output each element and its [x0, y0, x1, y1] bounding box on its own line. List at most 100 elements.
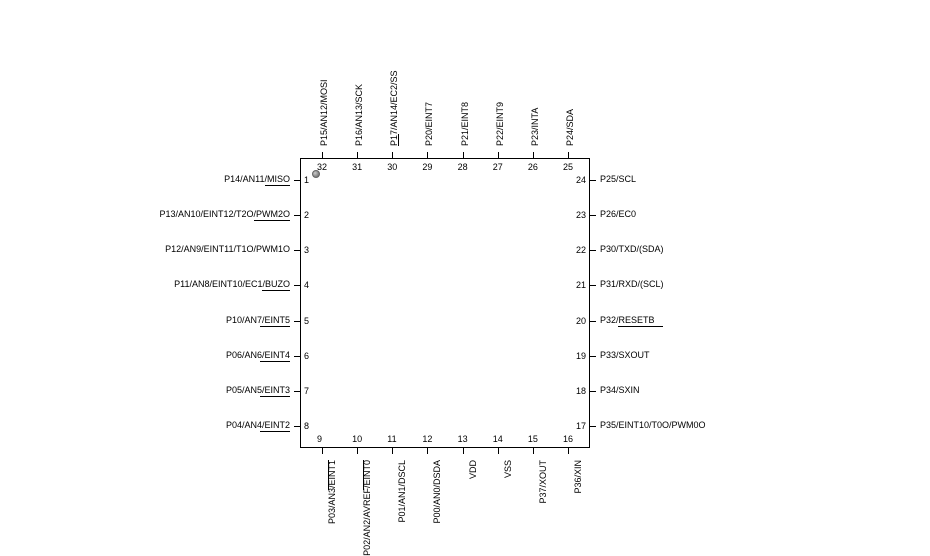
pin-number: 2	[304, 210, 309, 220]
signal-bar	[260, 396, 290, 397]
pin-number: 25	[563, 162, 573, 172]
pin-tick	[294, 285, 300, 286]
pin-label: P32/RESETB	[600, 315, 655, 325]
pin-number: 14	[493, 434, 503, 444]
pin-tick	[294, 250, 300, 251]
pin-label: P34/SXIN	[600, 385, 640, 395]
signal-bar	[363, 460, 364, 490]
pin-number: 16	[563, 434, 573, 444]
pin-tick	[590, 250, 596, 251]
pin-number: 10	[352, 434, 362, 444]
pin-number: 19	[576, 351, 586, 361]
pin-label: P14/AN11/MISO	[224, 174, 290, 184]
pin-label: P06/AN6/EINT4	[226, 350, 290, 360]
pin-number: 9	[317, 434, 322, 444]
signal-bar	[262, 290, 290, 291]
pin-label: P11/AN8/EINT10/EC1/BUZO	[174, 279, 290, 289]
pin-number: 3	[304, 245, 309, 255]
signal-bar	[328, 460, 329, 490]
signal-bar	[398, 134, 399, 146]
pin-label: P21/EINT8	[460, 102, 470, 146]
pin-tick	[427, 448, 428, 454]
pin-number: 7	[304, 386, 309, 396]
pin-tick	[392, 152, 393, 158]
pin-number: 32	[317, 162, 327, 172]
pin-label: P35/EINT10/T0O/PWM0O	[600, 420, 706, 430]
pin-tick	[590, 391, 596, 392]
pin-label: P33/SXOUT	[600, 350, 650, 360]
pin-tick	[294, 426, 300, 427]
pin-tick	[590, 285, 596, 286]
signal-bar	[260, 326, 290, 327]
pin-label: P04/AN4/EINT2	[226, 420, 290, 430]
pin-tick	[533, 448, 534, 454]
pin-tick	[498, 152, 499, 158]
pin-label: P25/SCL	[600, 174, 636, 184]
pin-tick	[322, 448, 323, 454]
pin-label: P05/AN5/EINT3	[226, 385, 290, 395]
pin-label: VSS	[503, 460, 513, 478]
pin-tick	[590, 321, 596, 322]
pin-label: P16/AN13/SCK	[354, 84, 364, 146]
signal-bar	[254, 220, 290, 221]
pin-label: P24/SDA	[565, 109, 575, 146]
pin-number: 26	[528, 162, 538, 172]
pin-tick	[294, 180, 300, 181]
signal-bar	[265, 185, 290, 186]
pin-number: 1	[304, 175, 309, 185]
pin-label: P30/TXD/(SDA)	[600, 244, 664, 254]
signal-bar	[260, 361, 290, 362]
chip-outline	[300, 158, 590, 448]
pin-number: 8	[304, 421, 309, 431]
pin-tick	[533, 152, 534, 158]
pin-number: 20	[576, 316, 586, 326]
pin-tick	[294, 356, 300, 357]
pin-tick	[568, 448, 569, 454]
pin-label: P13/AN10/EINT12/T2O/PWM2O	[159, 209, 290, 219]
pin-tick	[463, 448, 464, 454]
pin-label: P20/EINT7	[424, 102, 434, 146]
pin-tick	[590, 180, 596, 181]
pin-tick	[590, 356, 596, 357]
pin-label: P23/INTA	[530, 108, 540, 146]
pin-tick	[392, 448, 393, 454]
pin-number: 11	[387, 434, 396, 444]
pin-label: VDD	[468, 460, 478, 479]
pin-number: 27	[493, 162, 503, 172]
pin-tick	[357, 448, 358, 454]
pin-number: 6	[304, 351, 309, 361]
pin-tick	[590, 426, 596, 427]
pin-tick	[294, 321, 300, 322]
pin-number: 24	[576, 175, 586, 185]
pin-label: P15/AN12/MOSI	[319, 79, 329, 146]
pin-label: P22/EINT9	[495, 102, 505, 146]
pin-number: 13	[458, 434, 468, 444]
pin-label: P01/AN1/DSCL	[397, 460, 407, 523]
pin-number: 28	[458, 162, 468, 172]
signal-bar	[618, 326, 663, 327]
pin-label: P00/AN0/DSDA	[432, 460, 442, 524]
pin-label: P12/AN9/EINT11/T1O/PWM1O	[165, 244, 290, 254]
pin-number: 5	[304, 316, 309, 326]
pin-label: P37/XOUT	[538, 460, 548, 504]
pin-label: P36/XIN	[573, 460, 583, 494]
pin-tick	[322, 152, 323, 158]
pin-tick	[590, 215, 596, 216]
pin-number: 21	[576, 280, 586, 290]
pin-number: 12	[422, 434, 432, 444]
pin-tick	[498, 448, 499, 454]
pin-number: 15	[528, 434, 538, 444]
pin-tick	[463, 152, 464, 158]
pin-number: 22	[576, 245, 586, 255]
pin-number: 18	[576, 386, 586, 396]
pin-number: 17	[576, 421, 586, 431]
pin-tick	[568, 152, 569, 158]
pin-number: 29	[422, 162, 432, 172]
pin-number: 30	[387, 162, 397, 172]
signal-bar	[260, 431, 290, 432]
pin-number: 23	[576, 210, 586, 220]
pin-label: P31/RXD/(SCL)	[600, 279, 664, 289]
pin-tick	[294, 391, 300, 392]
pin-number: 4	[304, 280, 309, 290]
pin-tick	[294, 215, 300, 216]
